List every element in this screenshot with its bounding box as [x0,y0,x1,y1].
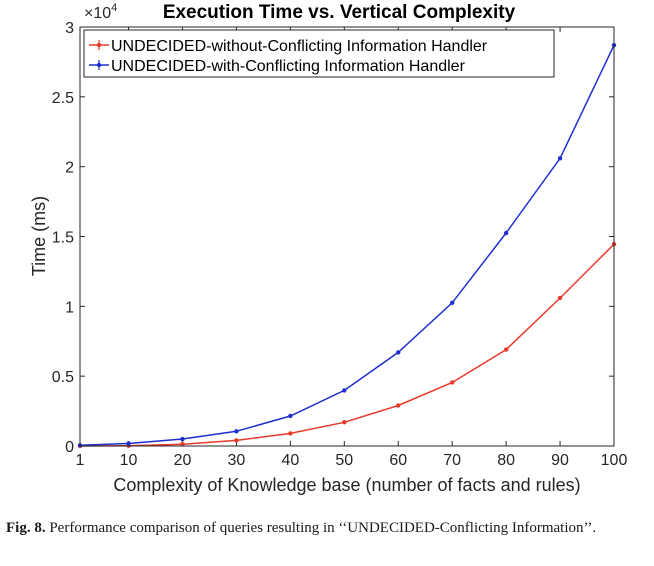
data-point [234,438,239,443]
figure-caption: Fig. 8. Performance comparison of querie… [6,518,646,538]
y-axis-label: Time (ms) [29,196,49,276]
legend-label: UNDECIDED-with-Conflicting Information H… [111,58,466,75]
x-tick-label: 90 [551,452,569,469]
data-point [557,156,563,161]
x-tick-label: 1 [76,452,85,469]
y-tick-label: 0.5 [52,369,74,386]
caption-text: Performance comparison of queries result… [49,520,597,536]
series-line [79,44,615,447]
legend-label: UNDECIDED-without-Conflicting Informatio… [111,38,488,55]
series-2 [77,42,617,448]
data-point [503,347,509,352]
data-point [288,413,293,419]
data-point [503,230,509,236]
data-point [396,350,401,355]
legend-entry-1: UNDECIDED-without-Conflicting Informatio… [89,38,488,55]
legend: UNDECIDED-without-Conflicting Informatio… [83,29,555,78]
legend-marker [96,42,102,48]
chart-title: Execution Time vs. Vertical Complexity [163,2,516,23]
data-point [342,420,347,425]
x-tick-label: 80 [497,452,515,469]
series-layer [77,42,617,449]
y-tick-label: 3 [65,20,74,37]
y-tick-label: 1 [65,299,74,316]
data-point [180,436,185,442]
series-line [79,243,615,447]
x-tick-label: 40 [281,452,299,469]
x-tick-label: 50 [335,452,353,469]
x-tick-label: 60 [389,452,407,469]
x-tick-label: 30 [228,452,246,469]
data-point [557,295,563,301]
legend-box [83,29,555,78]
data-point [180,441,185,447]
plot-area-frame [79,26,615,447]
y-exponent-label: ×104 [84,2,117,22]
line-chart: Execution Time vs. Vertical Complexity ×… [29,2,628,495]
x-tick-label: 20 [174,452,192,469]
data-point [396,403,401,408]
y-exponent-power: 4 [111,2,117,14]
y-tick-label: 1.5 [52,230,74,247]
y-tick-label: 2 [65,160,74,177]
y-exponent-base: ×10 [84,5,111,22]
legend-entry-2: UNDECIDED-with-Conflicting Information H… [89,58,466,75]
x-axis-label: Complexity of Knowledge base (number of … [113,475,580,495]
data-point [449,380,455,385]
y-tick-label: 0 [65,439,74,456]
y-tick-label: 2.5 [52,90,74,107]
data-point [234,429,239,434]
x-tick-label: 70 [443,452,461,469]
series-1 [77,241,617,449]
data-point [449,300,455,306]
legend-marker [96,62,102,68]
data-point [126,441,131,446]
x-tick-label: 100 [601,452,628,469]
caption-label: Fig. 8. [6,520,46,536]
data-point [288,431,293,436]
x-tick-label: 10 [120,452,138,469]
axis-ticks: 1 10 20 30 40 50 60 70 80 90 100 0 0.5 1 1.5 2 2.5 3 [52,20,628,469]
data-point [342,388,347,393]
